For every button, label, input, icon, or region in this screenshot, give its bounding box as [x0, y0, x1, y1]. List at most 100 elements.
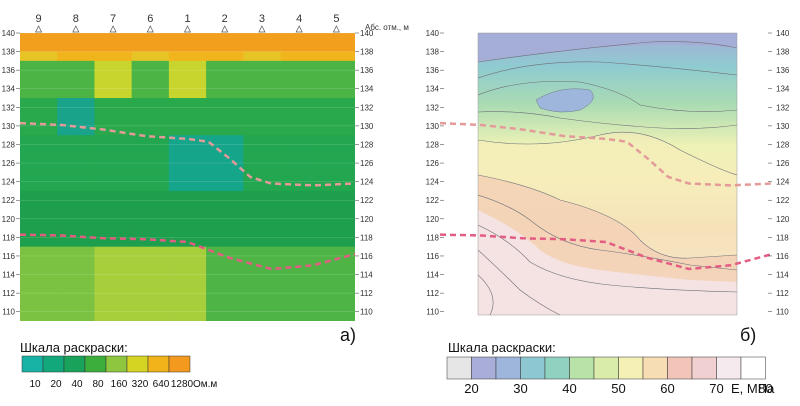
y-tick-label-right: 114 — [360, 271, 373, 280]
panel-label-a: а) — [340, 325, 356, 345]
resistivity-cell — [57, 237, 95, 248]
y-tick-label: 114 — [2, 271, 15, 280]
resistivity-cell — [243, 116, 282, 127]
resistivity-cell — [168, 218, 207, 229]
y-tick-label: 134 — [2, 85, 16, 94]
resistivity-cell — [243, 283, 282, 294]
resistivity-cell — [206, 79, 244, 90]
borehole-label: 5 — [333, 13, 339, 25]
resistivity-cell — [94, 209, 133, 220]
resistivity-cell — [280, 218, 319, 229]
resistivity-cell — [317, 70, 355, 80]
resistivity-cell — [20, 33, 58, 43]
resistivity-cell — [317, 255, 355, 266]
resistivity-cell — [20, 190, 58, 201]
resistivity-cell — [20, 293, 58, 303]
modulus-section: 110 112 114 116 118 120 122 124 126 128 130 132 134 1… — [426, 29, 790, 345]
resistivity-cell — [94, 218, 133, 229]
resistivity-cell — [280, 228, 319, 238]
y-tick-label-right: 120 — [360, 215, 374, 224]
resistivity-cell — [94, 190, 133, 201]
resistivity-cell — [243, 107, 282, 118]
resistivity-cell — [57, 88, 95, 99]
resistivity-cell — [206, 293, 244, 303]
resistivity-cell — [168, 190, 207, 201]
resistivity-cell — [243, 33, 282, 43]
resistivity-cell — [94, 228, 133, 238]
y-tick-label-right: 110 — [360, 308, 373, 317]
resistivity-cell — [57, 302, 95, 313]
resistivity-cell — [243, 218, 282, 229]
resistivity-cell — [57, 181, 95, 192]
resistivity-cell — [20, 200, 58, 211]
resistivity-cell — [168, 255, 207, 266]
resistivity-cell — [206, 60, 244, 71]
resistivity-cell — [57, 190, 95, 201]
borehole-marker-icon — [295, 25, 303, 33]
resistivity-cell — [131, 144, 170, 155]
resistivity-cell — [131, 237, 170, 248]
contour-line — [478, 274, 494, 315]
borehole-label: 6 — [147, 13, 153, 25]
scale-swatch — [471, 356, 497, 380]
resistivity-cell — [131, 107, 170, 118]
resistivity-cell — [206, 125, 244, 136]
y-tick-label-right: 122 — [776, 196, 790, 205]
resistivity-cell — [131, 209, 170, 220]
resistivity-cell — [20, 88, 58, 99]
resistivity-cell — [243, 181, 282, 192]
horizon-line — [439, 233, 773, 271]
resistivity-cell — [131, 255, 170, 266]
scale-tick-label: 320 — [132, 379, 149, 390]
resistivity-cell — [206, 302, 244, 313]
borehole-marker-icon — [35, 25, 43, 33]
resistivity-cell — [131, 60, 170, 71]
resistivity-cell — [243, 237, 282, 248]
resistivity-cell — [20, 51, 58, 62]
resistivity-cell — [168, 209, 207, 220]
scale-swatch — [126, 355, 149, 373]
borehole-label: 9 — [36, 13, 42, 25]
resistivity-cell — [243, 311, 282, 321]
resistivity-cell — [57, 283, 95, 294]
resistivity-cell — [243, 265, 282, 276]
y-tick-label: 118 — [426, 233, 439, 242]
resistivity-cell — [131, 246, 170, 257]
resistivity-cell — [168, 274, 207, 285]
resistivity-cell — [168, 311, 207, 321]
resistivity-cell — [317, 42, 355, 53]
resistivity-cell — [20, 98, 58, 108]
resistivity-cell — [317, 144, 355, 155]
resistivity-cell — [20, 274, 58, 285]
y-tick-label: 138 — [2, 48, 16, 57]
scale-swatch — [520, 356, 546, 380]
scale-swatch — [446, 356, 472, 380]
resistivity-cell — [206, 228, 244, 238]
resistivity-cell — [57, 200, 95, 211]
resistivity-cell — [20, 209, 58, 220]
borehole-marker-icon — [221, 25, 229, 33]
resistivity-cell — [243, 190, 282, 201]
resistivity-cell — [94, 237, 133, 248]
resistivity-cell — [94, 98, 133, 108]
resistivity-cell — [280, 125, 319, 136]
left-scale-swatches — [21, 355, 191, 373]
contour-line — [478, 131, 737, 176]
right-scale-unit: E, МПа — [731, 381, 775, 396]
resistivity-cell — [280, 311, 319, 321]
resistivity-cell — [280, 274, 319, 285]
resistivity-cell — [131, 88, 170, 99]
modulus-scale: Шкала раскраски: 20 30 40 50 60 70 80 E, МПа — [446, 340, 775, 396]
resistivity-cell — [57, 228, 95, 238]
scale-tick-label: 50 — [611, 381, 625, 396]
scale-tick-label: 10 — [29, 379, 41, 390]
resistivity-cell — [94, 255, 133, 266]
resistivity-cell — [94, 246, 133, 257]
resistivity-cell — [131, 274, 170, 285]
y-tick-label-right: 138 — [776, 48, 790, 57]
scale-tick-label: 30 — [513, 381, 527, 396]
resistivity-cell — [243, 293, 282, 303]
borehole-marker-icon — [332, 25, 340, 33]
resistivity-cell — [280, 144, 319, 155]
resistivity-cell — [20, 255, 58, 266]
